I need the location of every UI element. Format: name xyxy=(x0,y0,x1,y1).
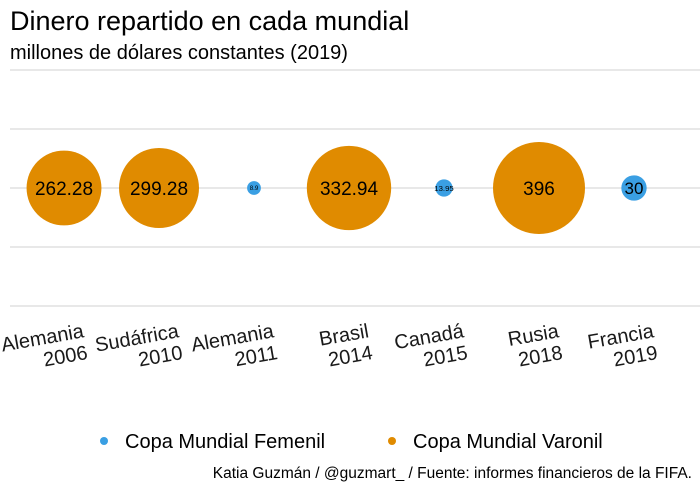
bubble-label: 396 xyxy=(523,179,555,200)
bubble-label: 30 xyxy=(625,179,644,198)
bubble xyxy=(435,179,453,197)
bubble xyxy=(306,145,392,231)
bubble-label: 262.28 xyxy=(35,179,93,200)
legend-swatch xyxy=(388,437,396,445)
legend-label: Copa Mundial Varonil xyxy=(413,431,603,453)
legend-swatch xyxy=(100,437,108,445)
bubble xyxy=(493,142,585,234)
legend-label: Copa Mundial Femenil xyxy=(125,431,325,453)
bubble xyxy=(26,150,102,226)
bubble-label: 299.28 xyxy=(130,179,188,200)
bubble xyxy=(247,181,261,195)
chart-caption: Katia Guzmán / @guzmart_ / Fuente: infor… xyxy=(213,465,692,482)
chart-title: Dinero repartido en cada mundial xyxy=(10,6,409,36)
bubble xyxy=(119,148,199,228)
bubble xyxy=(621,175,647,201)
bubble-label: 13.95 xyxy=(434,184,453,193)
bubble-label: 8.9 xyxy=(250,185,259,192)
bubble-label: 332.94 xyxy=(320,179,379,200)
chart-subtitle: millones de dólares constantes (2019) xyxy=(10,42,348,64)
